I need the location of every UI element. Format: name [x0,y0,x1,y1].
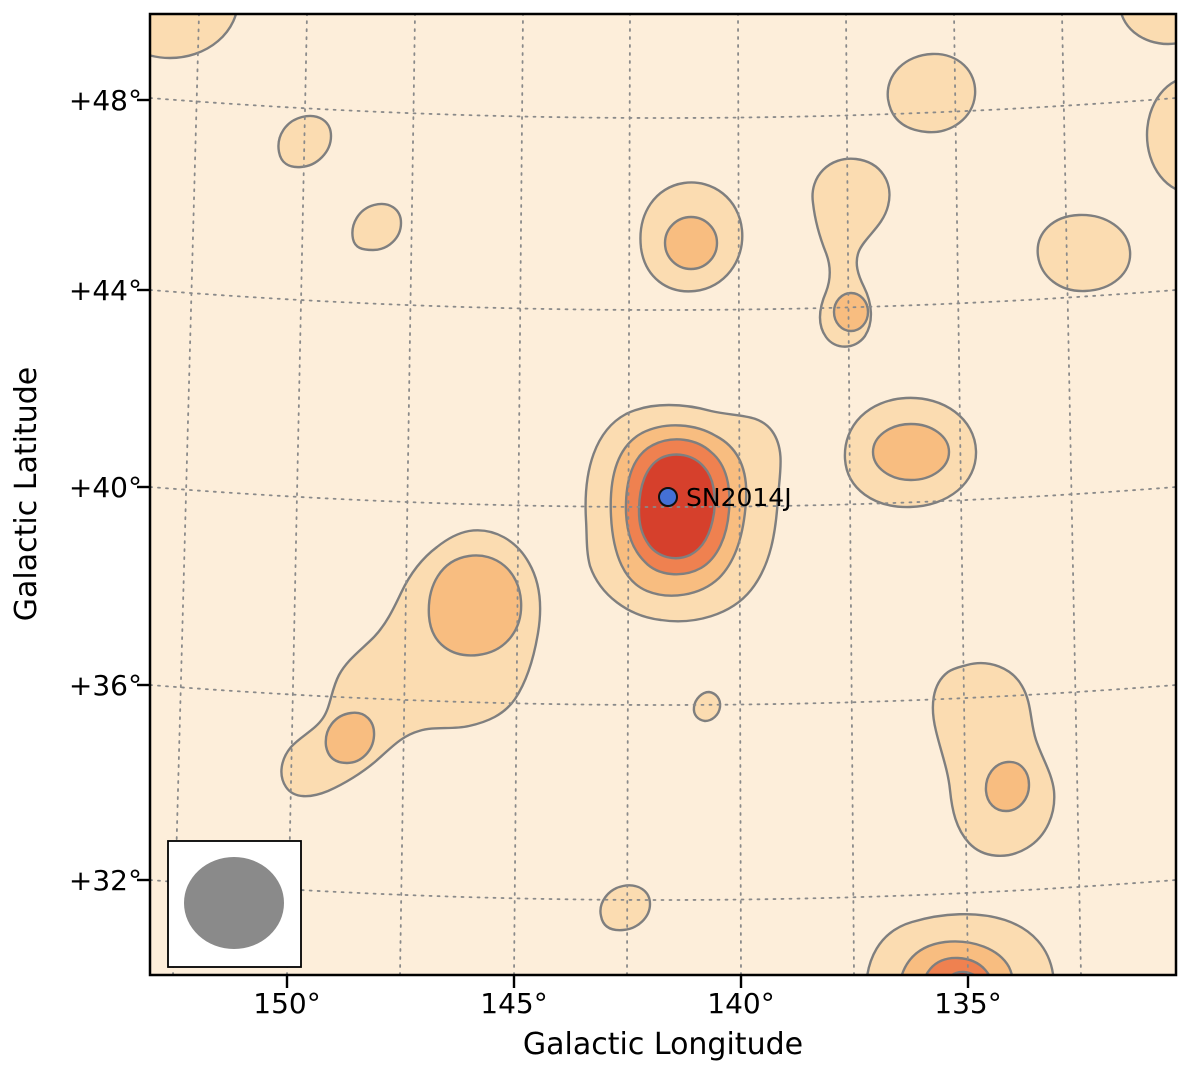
contour-region [1120,14,1176,46]
y-tick-label: +32° [69,864,142,897]
sn2014j-marker [658,487,678,507]
longitude-gridline [845,14,855,975]
graticule-grid [150,14,1176,975]
latitude-gridline [150,879,1176,901]
contour-region [984,760,1031,813]
contour-region [871,422,951,482]
contour-region [427,554,523,657]
contour-region [832,291,870,333]
beam-ellipse [184,857,284,949]
contour-region [931,661,1056,857]
contour-region [811,157,891,348]
x-tick-label: 135° [934,987,1001,1020]
contour-region [924,956,991,975]
x-tick-label: 145° [480,987,547,1020]
axes-frame [148,12,1178,977]
contour-layers [150,14,1176,975]
contour-region [324,711,376,765]
longitude-gridline [513,14,524,975]
x-tick-label: 140° [707,987,774,1020]
latitude-gridline [150,97,1176,119]
contour-region [1145,79,1176,191]
longitude-gridline [953,14,969,975]
contour-region [1036,213,1132,293]
contour-region [150,14,238,60]
longitude-gridline [286,14,308,975]
beam-inset [167,840,302,968]
y-axis-label: Galactic Latitude [9,367,44,621]
contour-region [886,52,977,134]
latitude-gridline [150,684,1176,706]
y-tick-label: +44° [69,274,142,307]
x-tick-label: 150° [253,987,320,1020]
latitude-gridline [150,486,1176,508]
y-tick-label: +48° [69,84,142,117]
contour-region [663,215,719,271]
longitude-gridline [172,14,200,975]
y-tick-label: +36° [69,669,142,702]
y-tick-label: +40° [69,471,142,504]
x-axis-label: Galactic Longitude [523,1027,803,1062]
contour-region [692,690,722,723]
longitude-gridline [399,14,416,975]
contour-region [599,884,652,932]
axis-tick-marks [137,98,970,988]
longitude-gridline [737,14,742,975]
latitude-gridline [150,289,1176,311]
contour-region-main-core [637,453,716,560]
longitude-gridline [626,14,631,975]
marker-label: SN2014J [686,483,792,512]
contour-region [351,202,403,252]
